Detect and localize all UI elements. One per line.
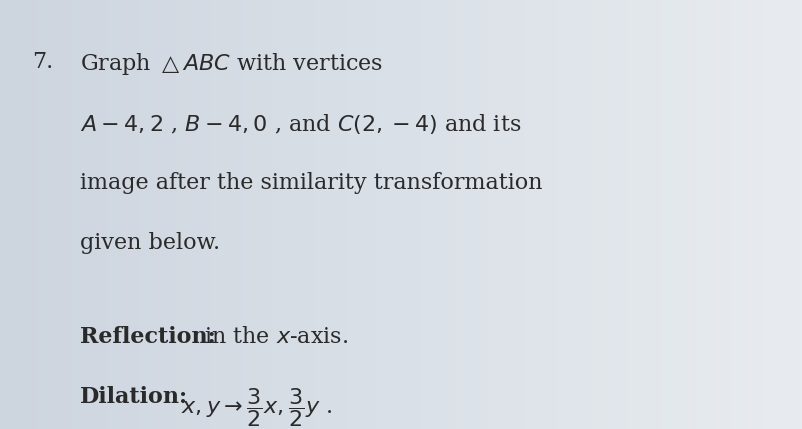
Text: 7.: 7.	[32, 51, 53, 73]
Text: $x, y \rightarrow \dfrac{3}{2}x, \dfrac{3}{2}y$ .: $x, y \rightarrow \dfrac{3}{2}x, \dfrac{…	[181, 386, 332, 429]
Text: Reflection:: Reflection:	[80, 326, 216, 348]
Text: image after the similarity transformation: image after the similarity transformatio…	[80, 172, 542, 193]
Text: Graph $\triangle ABC$ with vertices: Graph $\triangle ABC$ with vertices	[80, 51, 383, 78]
Text: $A-4, 2$ , $B-4, 0$ , and $C(2,-4)$ and its: $A-4, 2$ , $B-4, 0$ , and $C(2,-4)$ and …	[80, 112, 521, 136]
Text: Dilation:: Dilation:	[80, 386, 188, 408]
Text: in the $x$-axis.: in the $x$-axis.	[196, 326, 347, 348]
Text: given below.: given below.	[80, 232, 221, 254]
